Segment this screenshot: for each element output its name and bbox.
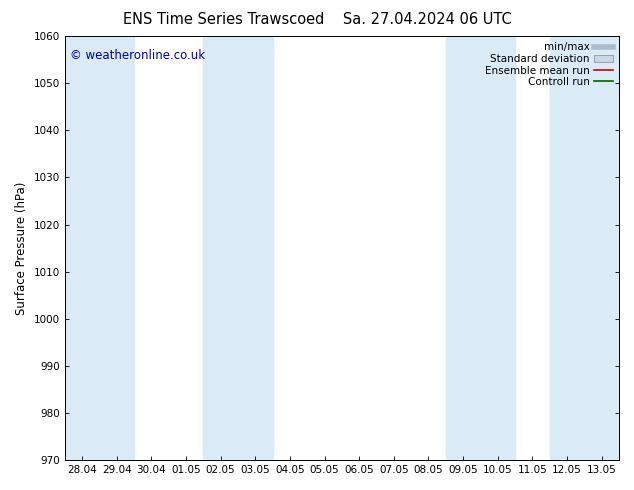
Bar xyxy=(65,36,100,460)
Bar xyxy=(550,36,585,460)
Bar xyxy=(446,36,481,460)
Legend: min/max, Standard deviation, Ensemble mean run, Controll run: min/max, Standard deviation, Ensemble me… xyxy=(481,38,617,91)
Bar xyxy=(585,36,619,460)
Bar xyxy=(238,36,273,460)
Y-axis label: Surface Pressure (hPa): Surface Pressure (hPa) xyxy=(15,181,28,315)
Bar xyxy=(481,36,515,460)
Text: ENS Time Series Trawscoed    Sa. 27.04.2024 06 UTC: ENS Time Series Trawscoed Sa. 27.04.2024… xyxy=(122,12,512,27)
Bar xyxy=(204,36,238,460)
Bar xyxy=(100,36,134,460)
Text: © weatheronline.co.uk: © weatheronline.co.uk xyxy=(70,49,205,62)
